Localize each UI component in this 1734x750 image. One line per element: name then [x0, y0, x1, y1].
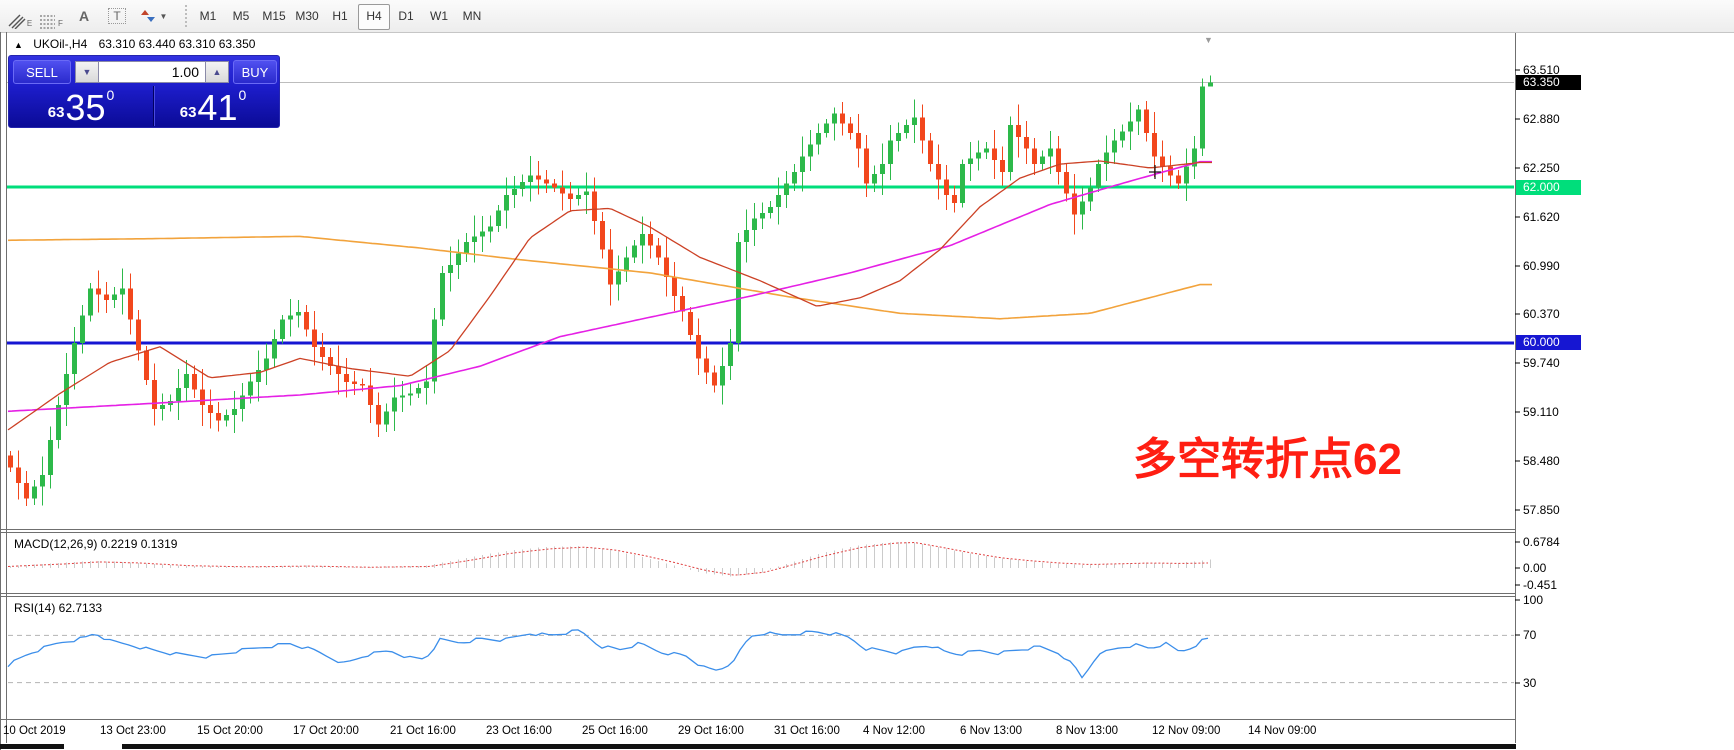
timeframe-button-h1[interactable]: H1	[332, 9, 348, 23]
chart-title: ▲ UKOil-,H4 63.310 63.440 63.310 63.350	[14, 37, 255, 51]
macd-separator-bottom	[0, 532, 1516, 533]
sell-price-big: 35	[65, 87, 106, 128]
buy-price-sup: 0	[238, 87, 247, 103]
arrow-shapes-icon[interactable]: ▼	[136, 3, 172, 29]
rsi-axis-label: 30	[1523, 676, 1537, 690]
price-axis-label: 60.370	[1523, 307, 1560, 321]
price-badge: 63.350	[1516, 75, 1581, 90]
timeframe-button-h4[interactable]: H4	[358, 4, 390, 30]
window-left-border	[0, 32, 1, 750]
time-axis-label: 10 Oct 2019	[3, 725, 66, 737]
time-axis-label: 6 Nov 13:00	[960, 725, 1023, 737]
time-axis-border	[0, 719, 1516, 720]
scrollbar-segment-main[interactable]	[122, 744, 1516, 749]
text-tool-glyph: A	[78, 8, 90, 24]
macd-axis-label: 0.00	[1523, 561, 1547, 575]
timeframe-button-mn[interactable]: MN	[462, 9, 482, 23]
price-axis-label: 59.740	[1523, 356, 1560, 370]
price-axis-label: 63.510	[1523, 63, 1560, 77]
timeframe-button-d1[interactable]: D1	[398, 9, 414, 23]
one-click-trading-panel: SELL ▼ ▲ BUY 63 35 0 63 41 0	[8, 55, 280, 128]
price-badge: 60.000	[1516, 335, 1581, 350]
time-axis-label: 29 Oct 16:00	[678, 725, 744, 737]
time-axis-label: 8 Nov 13:00	[1056, 725, 1119, 737]
time-axis-label: 31 Oct 16:00	[774, 725, 840, 737]
price-axis-label: 59.110	[1523, 405, 1559, 419]
volume-decrease-button[interactable]: ▼	[75, 61, 99, 83]
tool-sub-f: F	[58, 19, 63, 28]
rsi-axis-label: 100	[1523, 593, 1544, 607]
crosshair-cursor-icon	[1148, 165, 1162, 184]
macd-axis-label: 0.6784	[1523, 535, 1560, 549]
price-axis-label: 61.620	[1523, 210, 1560, 224]
timeframe-button-m15[interactable]: M15	[262, 9, 286, 23]
toolbar-separator	[185, 5, 187, 27]
chart-annotation-text: 多空转折点62	[1133, 435, 1402, 484]
buy-button[interactable]: BUY	[233, 60, 277, 84]
macd-label: MACD(12,26,9) 0.2219 0.1319	[14, 537, 178, 551]
time-axis-label: 13 Oct 23:00	[100, 725, 166, 737]
rsi-axis-label: 70	[1523, 628, 1537, 642]
rsi-separator-bottom	[0, 596, 1516, 597]
rsi-label: RSI(14) 62.7133	[14, 601, 103, 615]
arrows-glyph	[140, 10, 155, 22]
price-axis-label: 62.880	[1523, 112, 1560, 126]
time-axis-label: 21 Oct 16:00	[390, 725, 456, 737]
macd-separator-top	[0, 529, 1516, 530]
volume-input[interactable]	[99, 61, 205, 83]
chart-left-border	[6, 32, 7, 743]
macd-axis-label: -0.451	[1523, 578, 1558, 592]
price-axis-label: 57.850	[1523, 503, 1560, 517]
time-axis-label: 17 Oct 20:00	[293, 725, 359, 737]
time-axis-label: 25 Oct 16:00	[582, 725, 648, 737]
scrollbar-segment-left[interactable]	[0, 744, 64, 749]
diagonal-lines-glyph	[8, 14, 26, 29]
time-axis-label: 15 Oct 20:00	[197, 725, 263, 737]
time-axis-label: 14 Nov 09:00	[1248, 725, 1317, 737]
chart-shift-marker-icon: ▼	[1204, 35, 1213, 45]
chart-ohlc-values: 63.310 63.440 63.310 63.350	[98, 37, 256, 51]
timeframe-button-m5[interactable]: M5	[232, 9, 250, 23]
price-axis-label: 62.250	[1523, 161, 1560, 175]
text-label-tool-icon[interactable]: T	[103, 3, 131, 29]
sell-price[interactable]: 63 35 0	[13, 86, 149, 126]
equidistant-channel-icon[interactable]: E	[5, 3, 35, 29]
timeframe-button-m30[interactable]: M30	[295, 9, 319, 23]
dropdown-caret-icon: ▼	[159, 11, 168, 21]
tool-sub-e: E	[26, 19, 33, 28]
text-label-glyph: T	[108, 8, 126, 24]
time-axis-label: 4 Nov 12:00	[863, 725, 926, 737]
timeframe-button-m1[interactable]: M1	[199, 9, 217, 23]
buy-price-big: 41	[197, 87, 238, 128]
buy-price-small: 63	[179, 104, 197, 121]
fib-lines-glyph	[40, 15, 56, 29]
timeframe-button-w1[interactable]: W1	[430, 9, 448, 23]
sell-price-small: 63	[47, 104, 65, 121]
main-toolbar: E F A T ▼ M1 M5 M15 M30 H1 H4 D1 W1 MN	[0, 0, 1734, 33]
price-axis-label: 58.480	[1523, 454, 1560, 468]
fibonacci-icon[interactable]: F	[36, 3, 66, 29]
sell-price-sup: 0	[106, 87, 115, 103]
collapse-triangle-icon[interactable]: ▲	[14, 40, 23, 50]
time-axis-label: 23 Oct 16:00	[486, 725, 552, 737]
price-divider	[153, 86, 154, 126]
price-axis-label: 60.990	[1523, 259, 1560, 273]
price-axis-border	[1515, 33, 1516, 743]
buy-price[interactable]: 63 41 0	[145, 86, 281, 126]
sell-button[interactable]: SELL	[13, 60, 71, 84]
price-badge: 62.000	[1516, 180, 1581, 195]
rsi-separator-top	[0, 593, 1516, 594]
volume-increase-button[interactable]: ▲	[205, 61, 229, 83]
chart-symbol: UKOil-,H4	[33, 37, 88, 51]
time-axis-label: 12 Nov 09:00	[1152, 725, 1221, 737]
text-tool-icon[interactable]: A	[70, 3, 98, 29]
